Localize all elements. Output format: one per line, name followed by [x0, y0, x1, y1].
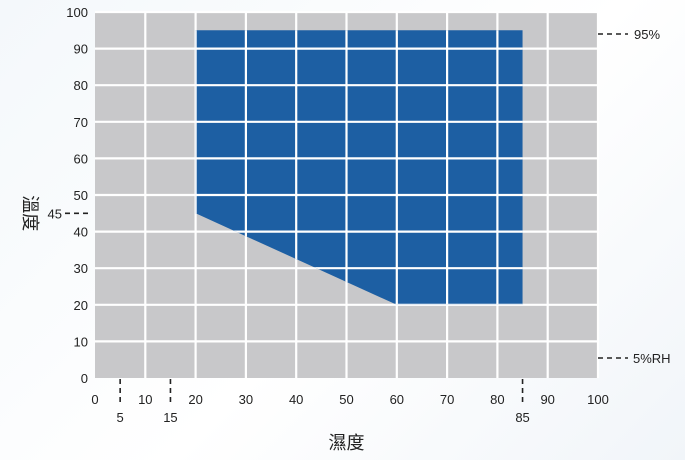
x-axis-title: 濕度	[329, 433, 365, 454]
y-tick-label: 40	[74, 225, 88, 240]
y-tick-label: 30	[74, 261, 88, 276]
annotations: 45 95% 5%RH	[48, 27, 671, 366]
x-tick-label: 40	[289, 392, 303, 407]
left-marker-label: 45	[48, 206, 62, 221]
x-tick-label: 20	[188, 392, 202, 407]
x-tick-label: 10	[138, 392, 152, 407]
y-axis-ticks: 0 10 20 30 40 50 60 70 80 90 100	[66, 5, 88, 386]
y-tick-label: 90	[74, 42, 88, 57]
operating-region	[195, 30, 523, 305]
y-tick-label: 60	[74, 151, 88, 166]
x-tick-label: 30	[239, 392, 253, 407]
x-extra-tick-label: 5	[117, 410, 124, 425]
y-tick-label: 20	[74, 298, 88, 313]
x-tick-label: 90	[540, 392, 554, 407]
x-extra-tick-label: 85	[515, 410, 529, 425]
y-tick-label: 50	[74, 188, 88, 203]
y-tick-label: 10	[74, 334, 88, 349]
x-tick-label: 50	[339, 392, 353, 407]
x-tick-label: 0	[91, 392, 98, 407]
y-tick-label: 80	[74, 78, 88, 93]
x-tick-label: 60	[390, 392, 404, 407]
right-bottom-label: 5%RH	[633, 351, 671, 366]
y-tick-label: 70	[74, 115, 88, 130]
x-tick-label: 70	[440, 392, 454, 407]
x-axis-ticks: 0 10 20 30 40 50 60 70 80 90 100	[91, 392, 608, 407]
right-top-label: 95%	[634, 27, 660, 42]
x-extra-tick-label: 15	[163, 410, 177, 425]
y-axis-title: 溫度	[19, 195, 40, 231]
y-tick-label: 100	[66, 5, 88, 20]
x-tick-label: 80	[490, 392, 504, 407]
x-axis-extra-ticks: 5 15 85	[117, 379, 530, 425]
y-tick-label: 0	[81, 371, 88, 386]
x-tick-label: 100	[587, 392, 609, 407]
